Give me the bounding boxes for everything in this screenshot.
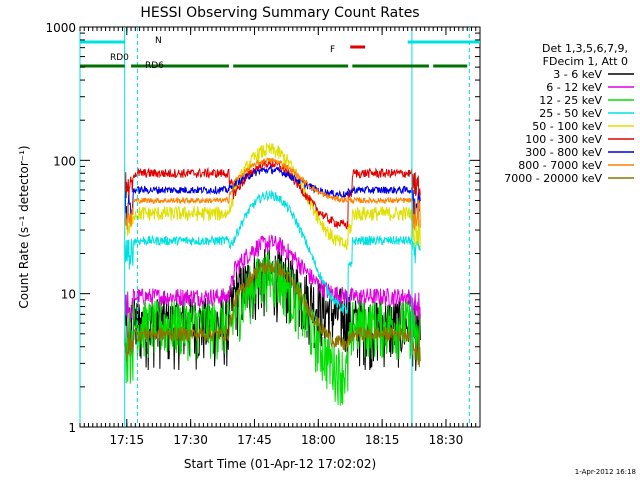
x-tick-label: 18:30 [429, 433, 464, 447]
series-layer [124, 143, 421, 406]
x-tick-label: 17:15 [110, 433, 145, 447]
series-line-8 [124, 259, 421, 368]
series-line-1 [124, 234, 421, 323]
series-line-4 [124, 143, 421, 251]
legend-label: 3 - 6 keV [553, 68, 602, 81]
series-line-3 [124, 189, 421, 314]
legend-label: 25 - 50 keV [539, 107, 602, 120]
series-line-5 [124, 158, 421, 230]
y-tick-label: 1 [68, 421, 76, 435]
legend: Det 1,3,5,6,7,9,FDecim 1, Att 03 - 6 keV… [504, 42, 634, 185]
x-tick-label: 17:30 [173, 433, 208, 447]
axes-layer: 17:15 17:30 17:45 18:00 18:15 18:30 1 10 100 1000 [45, 21, 481, 447]
x-tick-label: 17:45 [237, 433, 272, 447]
y-tick-label: 100 [53, 154, 76, 168]
legend-label: 100 - 300 keV [525, 133, 602, 146]
y-tick-label: 1000 [45, 21, 76, 35]
legend-label: 12 - 25 keV [539, 94, 602, 107]
flag-label-RD0: RD0 [110, 53, 129, 63]
legend-header-line: Det 1,3,5,6,7,9, [542, 42, 628, 55]
x-tick-label: 18:15 [365, 433, 400, 447]
x-tick-label: 18:00 [301, 433, 336, 447]
chart-title: HESSI Observing Summary Count Rates [140, 5, 419, 21]
series-line-6 [124, 165, 421, 221]
flag-label-RD6: RD6 [145, 61, 164, 71]
legend-label: 50 - 100 keV [532, 120, 602, 133]
flags-layer: N RD0 RD6 F [79, 27, 480, 427]
legend-label: 300 - 800 keV [525, 146, 602, 159]
y-tick-label: 10 [61, 288, 76, 302]
legend-label: 6 - 12 keV [546, 81, 602, 94]
legend-header-line: FDecim 1, Att 0 [543, 55, 628, 68]
footer-timestamp: 1-Apr-2012 16:18 [575, 468, 636, 476]
flag-label-F: F [330, 45, 335, 55]
legend-label: 800 - 7000 keV [518, 159, 602, 172]
legend-label: 7000 - 20000 keV [504, 172, 602, 185]
series-line-2 [124, 252, 421, 406]
x-axis-label: Start Time (01-Apr-12 17:02:02) [184, 457, 376, 471]
y-axis-label: Count Rate (s⁻¹ detector⁻¹) [17, 145, 31, 308]
series-line-7 [124, 157, 421, 231]
flag-label-N: N [155, 36, 162, 46]
